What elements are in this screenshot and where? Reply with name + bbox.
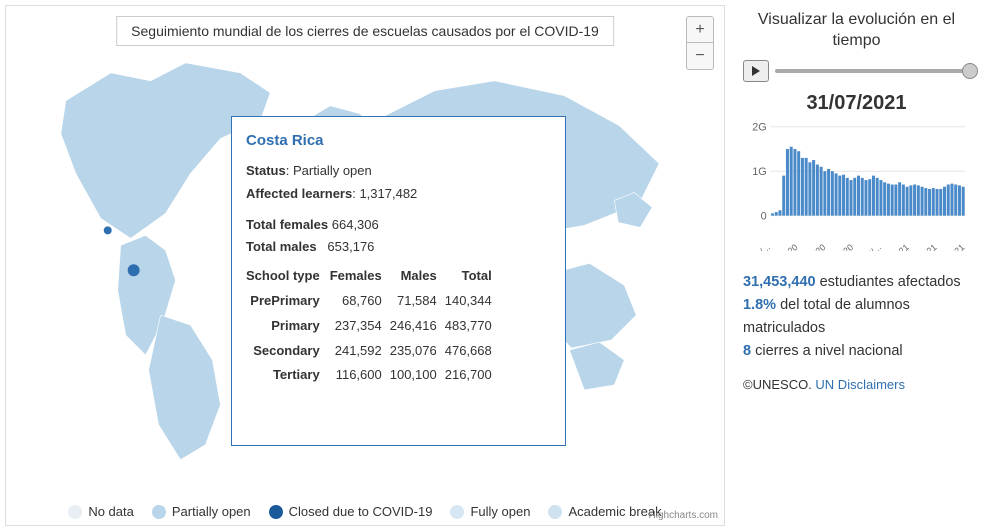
legend-dot-icon — [450, 505, 464, 519]
table-row: PrePrimary68,76071,584140,344 — [246, 289, 500, 314]
tooltip-status: Status: Partially open — [246, 161, 551, 182]
side-panel: Visualizar la evolución en el tiempo 31/… — [725, 5, 980, 526]
tooltip-learners: Affected learners: 1,317,482 — [246, 184, 551, 205]
country-tooltip: Costa Rica Status: Partially open Affect… — [231, 116, 566, 446]
legend-dot-icon — [548, 505, 562, 519]
timeline-chart: 01G2G17/02/...18/05/202017/08/202016/11/… — [743, 121, 970, 251]
stat-students: 31,453,440 estudiantes afectados — [743, 271, 970, 294]
table-row: Secondary241,592235,076476,668 — [246, 339, 500, 364]
map-panel: Seguimiento mundial de los cierres de es… — [5, 5, 725, 526]
zoom-controls: + − — [686, 16, 714, 70]
svg-text:17/02/...: 17/02/... — [743, 242, 772, 251]
legend-dot-icon — [269, 505, 283, 519]
map-attribution: Highcharts.com — [649, 510, 718, 521]
credits: ©UNESCO. UN Disclaimers — [743, 377, 970, 392]
stats-block: 31,453,440 estudiantes afectados 1.8% de… — [743, 271, 970, 364]
side-title: Visualizar la evolución en el tiempo — [743, 10, 970, 52]
zoom-out-button[interactable]: − — [687, 43, 713, 69]
disclaimers-link[interactable]: UN Disclaimers — [815, 377, 905, 392]
tooltip-table: School type Females Males Total PrePrima… — [246, 264, 500, 388]
stat-closures: 8 cierres a nivel nacional — [743, 340, 970, 363]
legend-dot-icon — [152, 505, 166, 519]
stat-percent: 1.8% del total de alumnos matriculados — [743, 294, 970, 340]
svg-text:2G: 2G — [752, 121, 766, 133]
time-slider[interactable] — [775, 69, 970, 73]
map-legend: No data Partially open Closed due to COVID… — [6, 504, 724, 519]
map-title: Seguimiento mundial de los cierres de es… — [116, 16, 614, 46]
legend-item[interactable]: Closed due to COVID-19 — [269, 504, 433, 519]
legend-item[interactable]: Academic break — [548, 504, 661, 519]
svg-text:15/...: 15/... — [861, 242, 883, 251]
table-row: Tertiary116,600100,100216,700 — [246, 363, 500, 388]
tooltip-total-males: Total males 653,176 — [246, 237, 551, 258]
legend-item[interactable]: Partially open — [152, 504, 251, 519]
play-button[interactable] — [743, 60, 769, 82]
svg-text:0: 0 — [761, 210, 767, 222]
tooltip-country: Costa Rica — [246, 129, 551, 153]
slider-thumb[interactable] — [962, 63, 978, 79]
legend-item[interactable]: No data — [68, 504, 134, 519]
tooltip-total-females: Total females 664,306 — [246, 215, 551, 236]
legend-dot-icon — [68, 505, 82, 519]
current-date: 31/07/2021 — [743, 92, 970, 115]
legend-item[interactable]: Fully open — [450, 504, 530, 519]
time-slider-row — [743, 60, 970, 82]
zoom-in-button[interactable]: + — [687, 17, 713, 43]
table-row: Primary237,354246,416483,770 — [246, 314, 500, 339]
svg-text:1G: 1G — [752, 166, 766, 178]
play-icon — [752, 66, 760, 76]
table-header: School type Females Males Total — [246, 264, 500, 289]
